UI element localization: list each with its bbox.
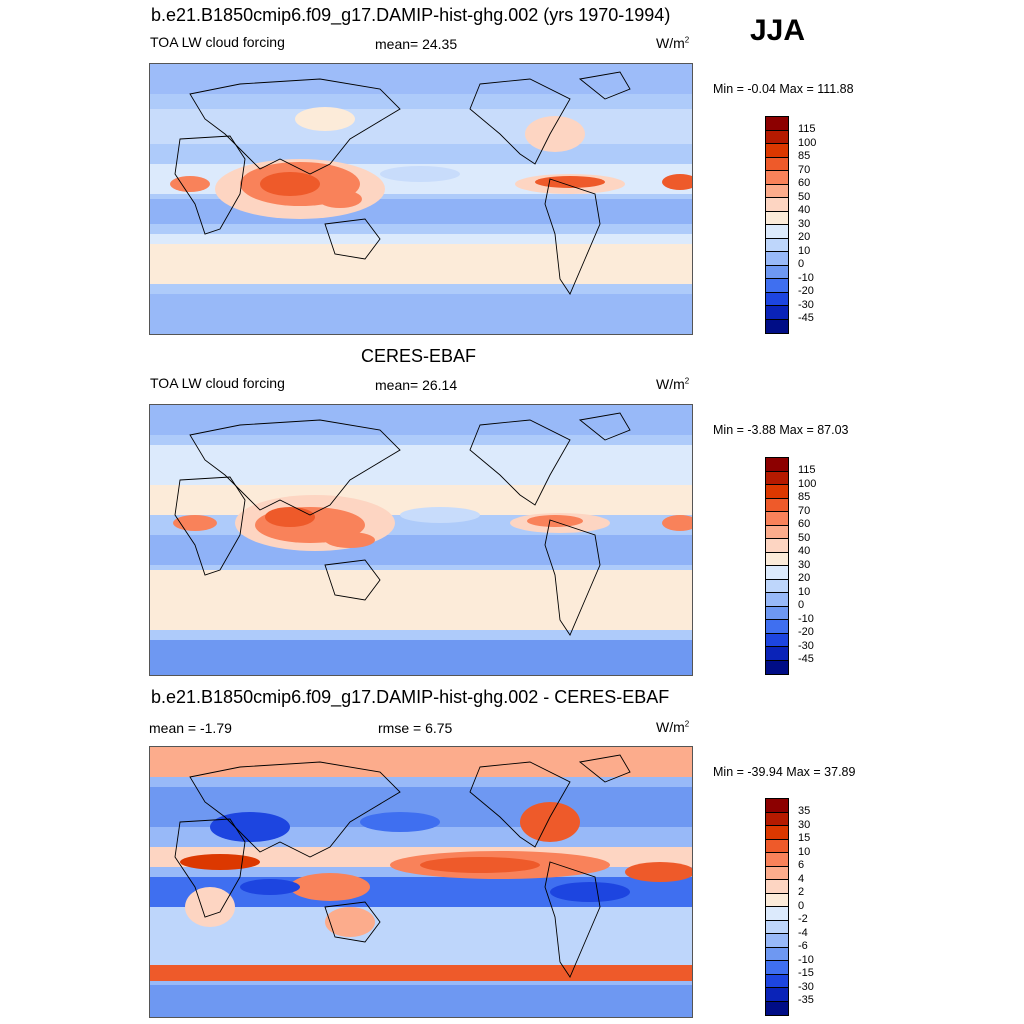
colorbar-tick-label: 10 [798,244,811,257]
colorbar-tick-label: 30 [798,818,811,831]
colorbar-tick-label: 20 [798,572,811,584]
panel-2-minmax: Min = -3.88 Max = 87.03 [713,423,849,437]
colorbar-tick-label: 60 [798,518,811,530]
colorbar-tick-label: 0 [798,899,805,912]
panel-3-title: b.e21.B1850cmip6.f09_g17.DAMIP-hist-ghg.… [151,687,670,707]
colorbar-tick-label: 70 [798,504,811,517]
colorbar-tick-label: -20 [798,626,814,638]
panel-3-rmse-label: rmse = 6.75 [378,720,453,736]
colorbar-tick-label: 50 [798,531,811,544]
colorbar-tick-label: 4 [798,872,805,885]
panel-2-units: W/m2 [656,376,690,392]
colorbar-tick-label: -10 [798,271,814,284]
colorbar-tick-label: 115 [798,464,816,476]
colorbar-tick-label: 50 [798,190,811,203]
colorbar-tick-label: -10 [798,612,814,625]
colorbar-tick-label: 40 [798,545,811,557]
panel-1-map [149,63,693,335]
colorbar-tick-label: 100 [798,136,817,149]
panel-3-map [149,746,693,1018]
colorbar-tick-label: -15 [798,967,814,979]
colorbar-tick-label: 100 [798,477,817,490]
colorbar-tick-label: -4 [798,926,808,939]
panel-2-title: CERES-EBAF [361,346,477,366]
panel-2-colorbar [765,457,789,675]
colorbar-tick-label: 30 [798,558,811,571]
colorbar-tick-label: 0 [798,599,805,611]
colorbar-tick-label: 85 [798,491,811,503]
panel-1-units: W/m2 [656,35,690,51]
colorbar-tick-label: 0 [798,258,805,270]
colorbar-tick-label: 115 [798,123,816,135]
colorbar-tick-label: 60 [798,177,811,189]
colorbar-tick-label: -35 [798,994,814,1006]
colorbar-tick-label: 35 [798,805,811,817]
panel-1-mean-label: mean= 24.35 [375,36,458,52]
colorbar-tick-label: 30 [798,217,811,230]
colorbar-tick-label: -45 [798,653,814,665]
colorbar-tick-label: -6 [798,940,808,952]
panel-1-colorbar [765,116,789,334]
colorbar-tick-label: 10 [798,845,811,858]
panel-3-colorbar [765,798,789,1016]
colorbar-tick-label: 15 [798,832,811,844]
colorbar-tick-label: -2 [798,913,808,925]
colorbar-tick-label: 10 [798,585,811,598]
panel-1-minmax: Min = -0.04 Max = 111.88 [713,82,854,96]
colorbar-tick-label: 2 [798,886,805,898]
colorbar-tick-label: 70 [798,163,811,176]
panel-2-map [149,404,693,676]
colorbar-tick-label: -10 [798,953,814,966]
panel-2-variable-label: TOA LW cloud forcing [150,375,285,391]
colorbar-tick-label: -30 [798,639,814,652]
colorbar-tick-label: 40 [798,204,811,216]
season-label: JJA [750,14,806,47]
panel-3-mean-label: mean = -1.79 [149,720,232,736]
colorbar-tick-label: -30 [798,980,814,993]
panel-1-title: b.e21.B1850cmip6.f09_g17.DAMIP-hist-ghg.… [151,5,671,25]
colorbar-tick-label: 85 [798,150,811,162]
panel-3-minmax: Min = -39.94 Max = 37.89 [713,765,856,779]
colorbar-tick-label: 6 [798,859,805,871]
panel-3-units: W/m2 [656,719,690,735]
colorbar-tick-label: -30 [798,298,814,311]
colorbar-tick-label: 20 [798,231,811,243]
colorbar-tick-label: -20 [798,285,814,297]
panel-1-variable-label: TOA LW cloud forcing [150,34,285,50]
panel-2-mean-label: mean= 26.14 [375,377,458,393]
colorbar-tick-label: -45 [798,312,814,324]
